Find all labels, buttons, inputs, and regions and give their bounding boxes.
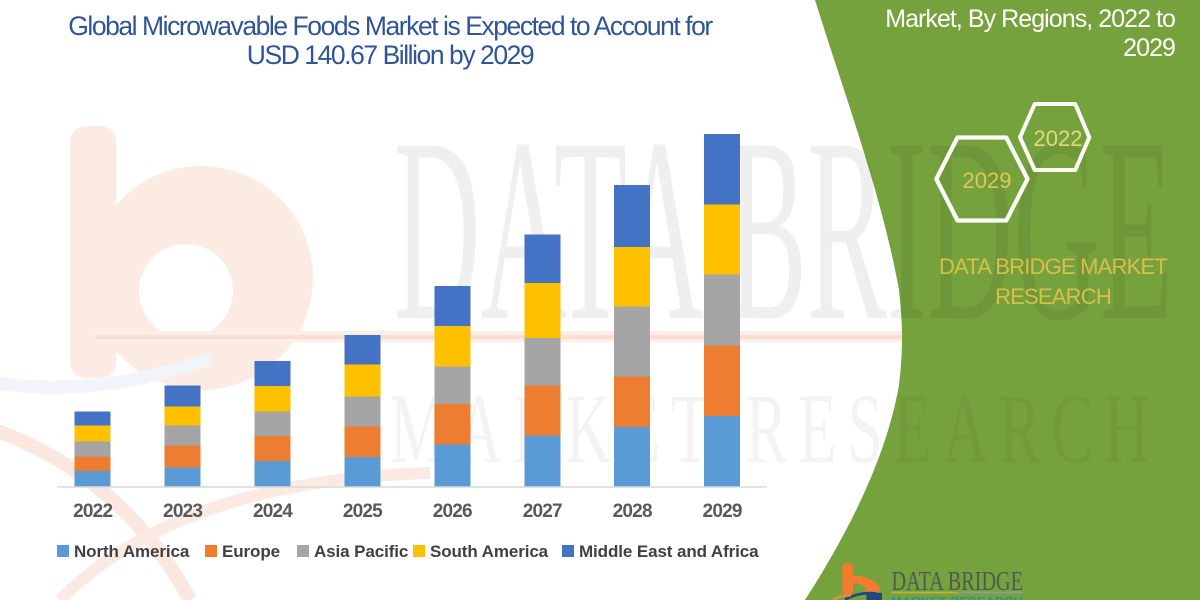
svg-text:MARKET RESEARCH: MARKET RESEARCH bbox=[891, 594, 1023, 600]
svg-text:MARKET RESEARCH: MARKET RESEARCH bbox=[390, 375, 1160, 485]
svg-text:DATA BRIDGE: DATA BRIDGE bbox=[892, 566, 1024, 596]
svg-text:DATA BRIDGE: DATA BRIDGE bbox=[394, 84, 1173, 375]
